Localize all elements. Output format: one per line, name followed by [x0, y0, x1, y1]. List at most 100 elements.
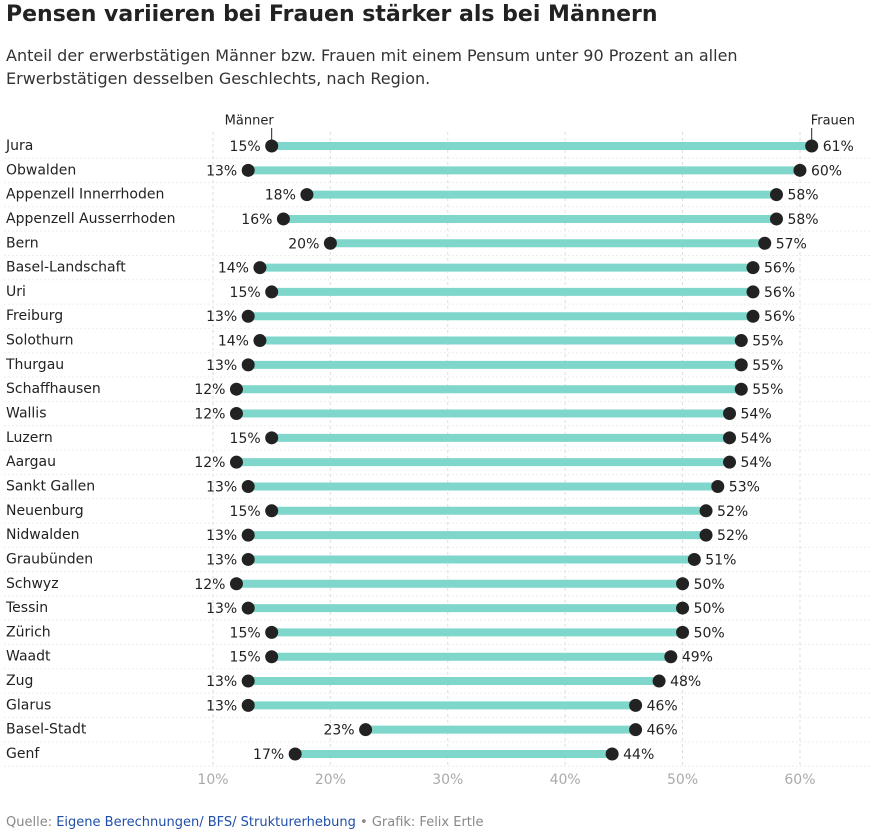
chart-title: Pensen variieren bei Frauen stärker als …	[6, 2, 658, 27]
y-tick-label: Wallis	[6, 406, 47, 422]
dot	[265, 285, 279, 299]
value-label: 13%	[206, 163, 237, 179]
source-prefix: Quelle:	[6, 815, 53, 830]
dot	[241, 163, 255, 177]
value-label: 46%	[647, 698, 678, 714]
value-label: 15%	[230, 625, 261, 641]
value-label: 50%	[694, 577, 725, 593]
dot	[699, 528, 713, 542]
y-tick-label: Waadt	[6, 649, 51, 665]
value-label: 56%	[764, 285, 795, 301]
dot	[652, 674, 666, 688]
y-tick-label: Graubünden	[6, 551, 93, 567]
dot	[241, 698, 255, 712]
value-label: 23%	[323, 723, 354, 739]
dot	[734, 334, 748, 348]
value-label: 13%	[206, 552, 237, 568]
y-tick-label: Glarus	[6, 697, 51, 713]
value-label: 12%	[194, 455, 225, 471]
value-label: 14%	[218, 334, 249, 350]
dot	[241, 358, 255, 372]
dot	[676, 601, 690, 615]
dot	[629, 723, 643, 737]
dot	[265, 650, 279, 664]
dot	[241, 479, 255, 493]
dot	[723, 407, 737, 421]
value-label: 58%	[787, 188, 818, 204]
dot	[253, 261, 267, 275]
dot	[676, 625, 690, 639]
dot	[288, 747, 302, 761]
x-tick-label: 60%	[784, 772, 815, 788]
y-tick-label: Freiburg	[6, 308, 63, 324]
source: Quelle: Eigene Berechnungen/ BFS/ Strukt…	[6, 815, 484, 830]
dot	[323, 236, 337, 250]
value-label: 13%	[206, 479, 237, 495]
dot	[241, 552, 255, 566]
y-tick-label: Aargau	[6, 454, 56, 470]
x-tick-label: 40%	[550, 772, 581, 788]
value-label: 18%	[265, 188, 296, 204]
dot	[711, 479, 725, 493]
value-label: 50%	[694, 625, 725, 641]
value-label: 17%	[253, 747, 284, 763]
dot	[229, 577, 243, 591]
dot	[699, 504, 713, 518]
x-tick-label: 10%	[197, 772, 228, 788]
y-tick-label: Appenzell Ausserrhoden	[6, 211, 176, 227]
value-label: 15%	[230, 504, 261, 520]
value-label: 55%	[752, 358, 783, 374]
value-label: 55%	[752, 382, 783, 398]
value-label: 14%	[218, 261, 249, 277]
y-tick-label: Obwalden	[6, 162, 76, 178]
value-label: 12%	[194, 577, 225, 593]
value-label: 13%	[206, 528, 237, 544]
dot	[241, 309, 255, 323]
y-tick-label: Bern	[6, 235, 39, 251]
y-tick-label: Tessin	[5, 600, 48, 616]
value-label: 13%	[206, 698, 237, 714]
dot	[687, 552, 701, 566]
dot	[241, 601, 255, 615]
value-label: 55%	[752, 334, 783, 350]
value-label: 12%	[194, 407, 225, 423]
value-label: 44%	[623, 747, 654, 763]
value-label: 58%	[787, 212, 818, 228]
y-tick-label: Solothurn	[6, 333, 74, 349]
value-label: 52%	[717, 504, 748, 520]
value-label: 15%	[230, 650, 261, 666]
dot	[734, 382, 748, 396]
dot	[253, 334, 267, 348]
y-tick-label: Sankt Gallen	[6, 478, 95, 494]
y-tick-label: Zug	[6, 673, 33, 689]
dot	[769, 188, 783, 202]
y-tick-label: Schwyz	[6, 576, 59, 592]
source-link[interactable]: Eigene Berechnungen/ BFS/ Strukturerhebu…	[56, 815, 356, 830]
value-label: 15%	[230, 285, 261, 301]
dot	[769, 212, 783, 226]
y-tick-label: Basel-Stadt	[6, 722, 87, 738]
y-tick-label: Basel-Landschaft	[6, 260, 126, 276]
value-label: 57%	[776, 236, 807, 252]
value-label: 15%	[230, 431, 261, 447]
dot	[746, 309, 760, 323]
dot	[676, 577, 690, 591]
dot	[723, 431, 737, 445]
y-tick-label: Uri	[6, 284, 26, 300]
value-label: 12%	[194, 382, 225, 398]
y-tick-label: Luzern	[6, 430, 53, 446]
value-label: 52%	[717, 528, 748, 544]
source-credit: • Grafik: Felix Ertle	[360, 815, 484, 830]
x-tick-label: 20%	[315, 772, 346, 788]
x-tick-label: 30%	[432, 772, 463, 788]
value-label: 60%	[811, 163, 842, 179]
value-label: 54%	[741, 407, 772, 423]
value-label: 61%	[823, 139, 854, 155]
dot	[746, 285, 760, 299]
value-label: 13%	[206, 601, 237, 617]
dot	[734, 358, 748, 372]
y-tick-label: Nidwalden	[6, 527, 80, 543]
value-label: 13%	[206, 674, 237, 690]
dot	[793, 163, 807, 177]
